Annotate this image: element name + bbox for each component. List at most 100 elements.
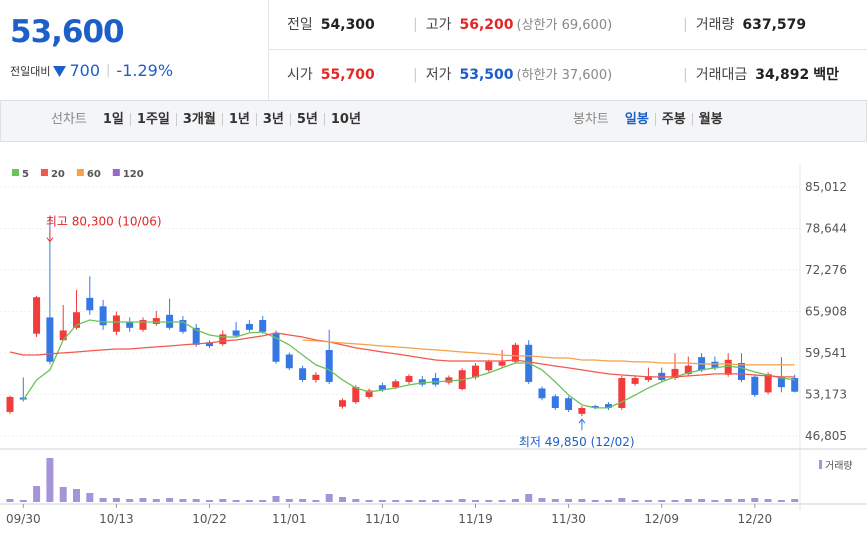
candle-body bbox=[312, 374, 320, 380]
ma-line bbox=[302, 339, 795, 366]
stat-value: 637,579 bbox=[742, 17, 807, 33]
candle-body bbox=[272, 333, 280, 362]
legend-swatch bbox=[819, 460, 822, 469]
candle-body bbox=[565, 398, 573, 410]
ma-line bbox=[9, 332, 795, 378]
candle-tab[interactable]: 일봉 bbox=[624, 112, 649, 127]
x-tick-label: 10/13 bbox=[99, 512, 134, 526]
period-tab[interactable]: 1년 bbox=[221, 113, 256, 126]
candle-body bbox=[339, 400, 346, 407]
volume-bar bbox=[791, 498, 799, 502]
period-tab[interactable]: 3개월 bbox=[175, 113, 222, 126]
stat-unit: 백만 bbox=[813, 67, 840, 83]
x-tick-label: 12/20 bbox=[738, 512, 773, 526]
stat: | 거래대금 34,892 백만 bbox=[683, 67, 840, 83]
legend-swatch bbox=[12, 169, 19, 176]
stat: | 거래량 637,579 bbox=[683, 17, 807, 33]
volume-bar bbox=[658, 500, 666, 502]
candle-tabs: 봉차트 일봉 주봉 월봉 bbox=[567, 113, 729, 126]
volume-bar bbox=[206, 500, 213, 502]
candle-body bbox=[631, 378, 639, 384]
stat-note: (하한가 37,600) bbox=[516, 68, 613, 83]
candle-body bbox=[46, 317, 54, 362]
volume-bar bbox=[192, 499, 200, 502]
x-tick-label: 11/01 bbox=[272, 512, 307, 526]
candle-body bbox=[525, 344, 533, 382]
legend-label: 120 bbox=[123, 169, 144, 180]
candle-body bbox=[578, 408, 586, 414]
candle-body bbox=[19, 397, 27, 400]
volume-bar bbox=[565, 499, 573, 502]
x-tick-label: 11/10 bbox=[365, 512, 400, 526]
candle-tab[interactable]: 월봉 bbox=[691, 113, 729, 126]
y-tick-label: 85,012 bbox=[805, 180, 847, 194]
candle-body bbox=[791, 378, 799, 392]
volume-bar bbox=[139, 498, 147, 502]
price: 53,600 bbox=[10, 14, 125, 50]
candle-body bbox=[6, 396, 14, 412]
legend-swatch bbox=[76, 169, 84, 176]
period-tab[interactable]: 1주일 bbox=[129, 113, 176, 126]
candle-body bbox=[698, 357, 706, 371]
legend-label: 20 bbox=[51, 169, 65, 180]
volume-bar bbox=[591, 500, 599, 502]
stat: 시가 55,700 bbox=[287, 64, 375, 84]
stat-label: 고가 bbox=[425, 17, 452, 33]
candle-body bbox=[99, 306, 107, 326]
candle-body bbox=[245, 323, 253, 330]
candle-body bbox=[59, 330, 67, 341]
y-tick-label: 59,541 bbox=[805, 346, 847, 360]
candle-body bbox=[551, 396, 559, 409]
candle-body bbox=[139, 320, 147, 330]
volume-bar bbox=[644, 500, 652, 502]
candle-body bbox=[498, 361, 506, 366]
candle-body bbox=[299, 368, 307, 380]
legend-swatch bbox=[40, 169, 48, 176]
volume-bar bbox=[339, 497, 346, 502]
down-icon bbox=[53, 65, 67, 77]
volume-bar bbox=[751, 498, 759, 502]
volume-bar bbox=[472, 500, 479, 502]
volume-bar bbox=[219, 499, 227, 502]
volume-bar bbox=[86, 493, 94, 502]
volume-bar bbox=[631, 500, 639, 502]
ma-line bbox=[22, 319, 795, 409]
change: 전일대비 700 | -1.29% bbox=[10, 61, 173, 80]
candle-body bbox=[591, 406, 599, 409]
candle-body bbox=[711, 361, 719, 369]
candle-body bbox=[405, 376, 413, 382]
stat-value: 56,200 bbox=[459, 17, 514, 33]
volume-bar bbox=[671, 500, 679, 502]
volume-bar bbox=[405, 500, 413, 502]
period-tab[interactable]: 3년 bbox=[255, 113, 290, 126]
y-tick-label: 65,908 bbox=[805, 305, 847, 319]
volume-bar bbox=[538, 498, 546, 502]
candle-body bbox=[684, 365, 692, 375]
candle-body bbox=[445, 377, 453, 383]
x-tick-label: 10/22 bbox=[192, 512, 227, 526]
candle-body bbox=[219, 334, 227, 345]
candle-tab[interactable]: 주봉 bbox=[654, 113, 692, 126]
volume-bar bbox=[272, 496, 280, 502]
volume-bar bbox=[312, 500, 320, 502]
change-label: 전일대비 bbox=[10, 64, 51, 78]
volume-bar bbox=[578, 499, 586, 502]
volume-bar bbox=[445, 500, 453, 502]
stat-value: 34,892 bbox=[755, 67, 810, 83]
candle-body bbox=[152, 318, 160, 324]
candle-body bbox=[658, 372, 666, 380]
candle-body bbox=[232, 330, 240, 336]
period-tab[interactable]: 5년 bbox=[289, 113, 324, 126]
stat: | 고가 56,200 (상한가 69,600) bbox=[413, 17, 613, 33]
period-tab[interactable]: 1일 bbox=[102, 112, 124, 127]
y-tick-label: 46,805 bbox=[805, 429, 847, 443]
tab-bar: 선차트 1일 1주일 3개월 1년 3년 5년 10년 봉차트 일봉 주봉 월봉 bbox=[0, 101, 867, 142]
candle-body bbox=[738, 363, 745, 380]
x-tick-label: 12/09 bbox=[644, 512, 679, 526]
volume-bar bbox=[33, 486, 41, 502]
annotation: 최저 49,850 (12/02) bbox=[519, 435, 635, 449]
candle-body bbox=[86, 297, 94, 311]
candle-body bbox=[764, 374, 772, 393]
stat-note: (상한가 69,600) bbox=[516, 18, 613, 33]
period-tab[interactable]: 10년 bbox=[323, 113, 367, 126]
